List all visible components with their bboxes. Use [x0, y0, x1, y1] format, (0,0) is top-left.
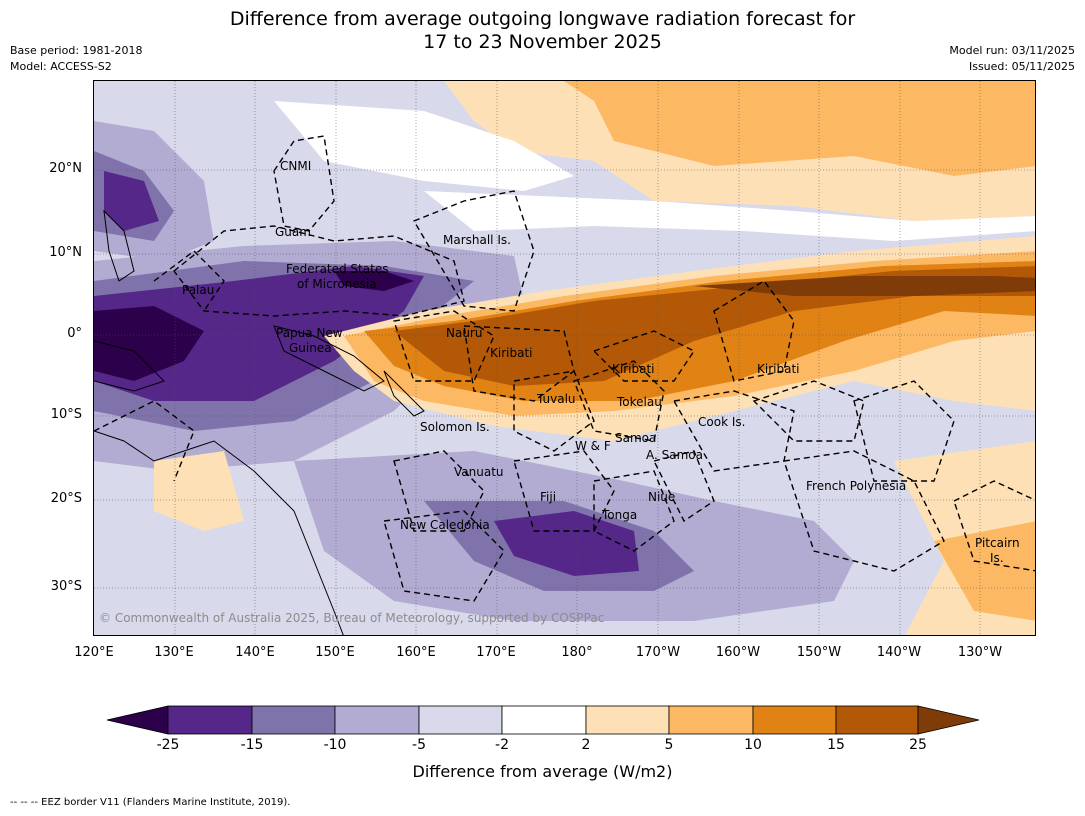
colorbar-tick-5: -2: [495, 737, 509, 753]
lon-tick-140w: 140°W: [876, 645, 922, 660]
colorbar-bin-1: [167, 705, 253, 735]
lat-tick-10s: 10°S: [50, 407, 82, 422]
lat-tick-30s: 30°S: [50, 579, 82, 594]
colorbar-bin-4: [418, 705, 503, 735]
colorbar-tick-7: 5: [664, 737, 674, 753]
label-samoa: Samoa: [615, 431, 657, 445]
colorbar: [106, 705, 980, 735]
colorbar-bin-6: [585, 705, 670, 735]
colorbar-below-min: [106, 705, 169, 735]
colorbar-bin-8: [752, 705, 837, 735]
lat-tick-0: 0°: [67, 326, 82, 341]
label-marshall: Marshall Is.: [443, 233, 511, 247]
lon-tick-170e: 170°E: [476, 645, 516, 660]
label-kiribati-east: Kiribati: [757, 362, 800, 376]
colorbar-bin-2: [251, 705, 336, 735]
label-cnmi: CNMI: [280, 159, 312, 173]
lon-tick-120e: 120°E: [74, 645, 114, 660]
label-new-caledonia: New Caledonia: [400, 518, 490, 532]
label-tokelau: Tokelau: [617, 395, 662, 409]
lon-tick-160w: 160°W: [715, 645, 761, 660]
label-french-polynesia: French Polynesia: [806, 479, 907, 493]
label-kiribati-west: Kiribati: [490, 346, 533, 360]
lon-tick-170w: 170°W: [635, 645, 681, 660]
copyright-notice: © Commonwealth of Australia 2025, Bureau…: [99, 611, 605, 625]
colorbar-tick-9: 15: [827, 737, 845, 753]
colorbar-bin-5: [501, 705, 587, 735]
colorbar-bin-9: [835, 705, 919, 735]
lon-tick-130w: 130°W: [957, 645, 1003, 660]
label-solomon: Solomon Is.: [420, 420, 490, 434]
colorbar-bin-3: [334, 705, 420, 735]
colorbar-tick-8: 10: [744, 737, 762, 753]
colorbar-above-max: [917, 705, 980, 735]
label-american-samoa: A. Samoa: [646, 448, 703, 462]
label-niue: Niue: [648, 490, 676, 504]
colorbar-title: Difference from average (W/m2): [412, 762, 673, 781]
lon-tick-150e: 150°E: [315, 645, 355, 660]
label-wf: W & F: [575, 439, 611, 453]
map-title-line2: 17 to 23 November 2025: [423, 31, 662, 53]
issued-date: Issued: 05/11/2025: [968, 60, 1075, 73]
map-canvas: [94, 81, 1035, 635]
label-fiji: Fiji: [540, 490, 557, 504]
lon-tick-150w: 150°W: [796, 645, 842, 660]
colorbar-bin-7: [668, 705, 754, 735]
label-pitcairn-line2: Is.: [990, 551, 1004, 565]
label-kiribati-central: Kiribati: [612, 362, 655, 376]
eez-legend: -- -- -- EEZ border V11 (Flanders Marine…: [10, 797, 291, 808]
colorbar-tick-10: 25: [909, 737, 927, 753]
colorbar-tick-4: -5: [412, 737, 426, 753]
lon-tick-160e: 160°E: [396, 645, 436, 660]
map-title-line1: Difference from average outgoing longwav…: [229, 8, 856, 30]
lon-tick-140e: 140°E: [235, 645, 275, 660]
label-fsm-line2: of Micronesia: [297, 277, 377, 291]
colorbar-tick-6: 2: [581, 737, 591, 753]
label-vanuatu: Vanuatu: [454, 465, 504, 479]
colorbar-tick-3: -10: [323, 737, 347, 753]
label-png-line2: Guinea: [289, 341, 332, 355]
label-pitcairn-line1: Pitcairn: [975, 536, 1020, 550]
lon-tick-130e: 130°E: [154, 645, 194, 660]
label-guam: Guam: [275, 225, 311, 239]
label-cook: Cook Is.: [698, 415, 746, 429]
label-fsm-line1: Federated States: [286, 262, 389, 276]
olr-anomaly-map: CNMI Guam Marshall Is. Federated States …: [93, 80, 1036, 636]
label-nauru: Nauru: [446, 326, 483, 340]
lat-tick-10n: 10°N: [49, 245, 82, 260]
label-png-line1: Papua New: [276, 326, 343, 340]
colorbar-tick-2: -15: [240, 737, 264, 753]
model-run: Model run: 03/11/2025: [949, 44, 1075, 57]
label-tuvalu: Tuvalu: [537, 392, 576, 406]
label-tonga: Tonga: [602, 508, 638, 522]
lat-tick-20s: 20°S: [50, 491, 82, 506]
model-name: Model: ACCESS-S2: [10, 60, 112, 73]
lon-tick-180: 180°: [561, 645, 593, 660]
lat-tick-20n: 20°N: [49, 161, 82, 176]
label-palau: Palau: [182, 283, 215, 297]
base-period: Base period: 1981-2018: [10, 44, 143, 57]
colorbar-tick-1: -25: [156, 737, 180, 753]
